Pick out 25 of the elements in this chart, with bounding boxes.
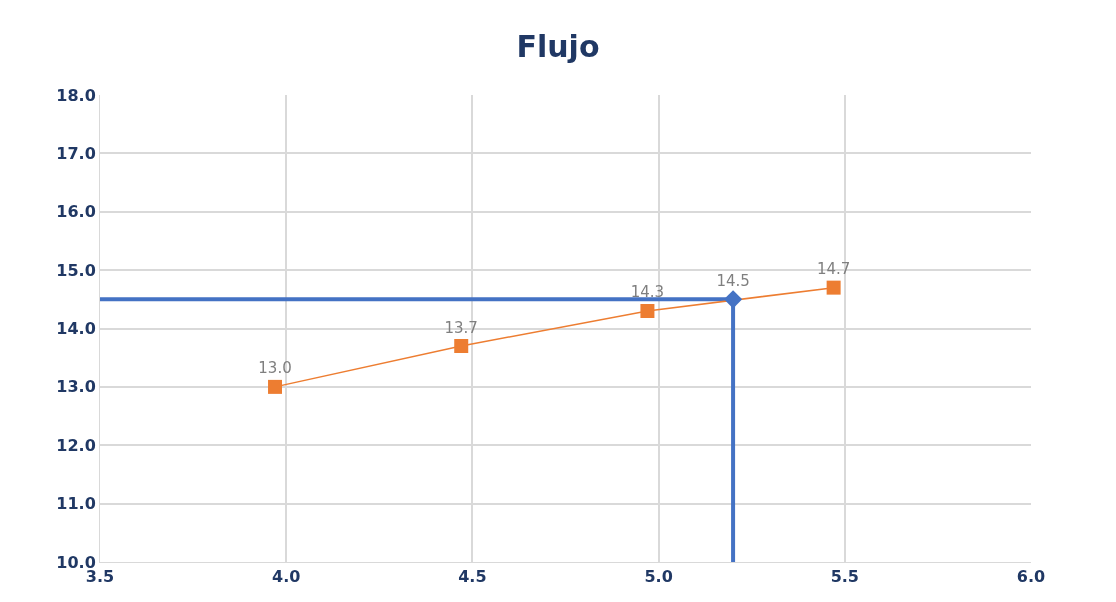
point bbox=[268, 379, 283, 394]
x-tick-label: 4.5 bbox=[458, 567, 487, 587]
y-tick-label: 13.0 bbox=[56, 377, 96, 397]
point bbox=[723, 290, 743, 309]
data-label: 14.5 bbox=[716, 271, 750, 290]
data-label: 13.7 bbox=[444, 318, 478, 337]
chart-title: Flujo bbox=[516, 29, 600, 65]
x-tick-label: 5.5 bbox=[830, 567, 859, 587]
y-tick-label: 12.0 bbox=[56, 435, 96, 455]
point bbox=[826, 280, 841, 295]
y-tick-label: 16.0 bbox=[56, 202, 96, 222]
x-tick-label: 3.5 bbox=[85, 567, 115, 587]
x-tick-label: 4.0 bbox=[272, 567, 301, 587]
y-tick-label: 11.0 bbox=[56, 494, 96, 514]
point bbox=[640, 303, 655, 318]
point bbox=[454, 339, 469, 354]
x-tick-label: 5.0 bbox=[644, 567, 673, 587]
y-tick-label: 17.0 bbox=[56, 143, 96, 163]
data-label: 13.0 bbox=[258, 359, 292, 378]
data-label: 14.3 bbox=[630, 283, 665, 302]
x-tick-label: 6.0 bbox=[1016, 567, 1046, 587]
y-tick-label: 14.0 bbox=[56, 319, 96, 339]
y-tick-label: 15.0 bbox=[56, 260, 96, 280]
data-label: 14.7 bbox=[816, 260, 851, 279]
y-tick-label: 18.0 bbox=[56, 85, 96, 105]
